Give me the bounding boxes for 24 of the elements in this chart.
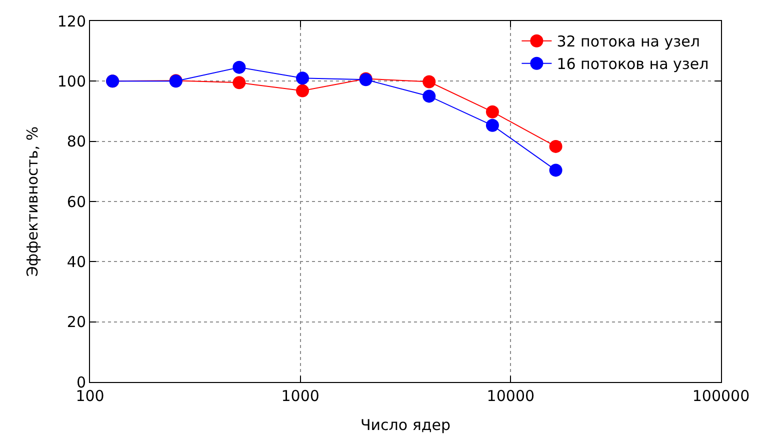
legend-label: 32 потока на узел xyxy=(556,32,700,51)
y-tick-label: 0 xyxy=(76,373,86,392)
y-tick-label: 100 xyxy=(57,72,86,90)
point xyxy=(549,164,562,177)
point xyxy=(232,60,246,74)
point xyxy=(232,76,246,90)
y-axis-title: Эффективность, % xyxy=(24,126,42,277)
y-tick-label: 20 xyxy=(66,313,86,332)
y-tick-label: 80 xyxy=(66,132,86,151)
y-tick-label: 60 xyxy=(66,192,86,211)
x-tick-label: 100000 xyxy=(692,387,750,405)
point xyxy=(296,72,309,85)
x-axis-title: Число ядер xyxy=(360,416,450,434)
point xyxy=(486,105,499,118)
point xyxy=(422,90,436,103)
point xyxy=(296,84,309,98)
legend-label: 16 потоков на узел xyxy=(556,55,709,74)
x-tick-label: 1000 xyxy=(281,387,320,405)
point xyxy=(549,140,562,153)
x-tick-label: 10000 xyxy=(486,387,535,405)
point xyxy=(422,75,436,88)
y-tick-label: 120 xyxy=(57,12,86,30)
y-tick-label: 40 xyxy=(66,252,86,271)
point xyxy=(486,118,499,132)
